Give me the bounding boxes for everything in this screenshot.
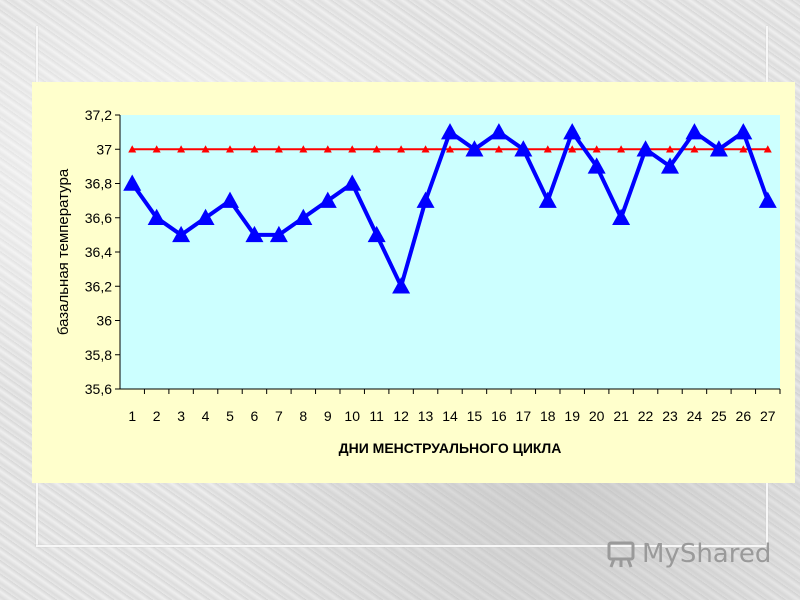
temperature-point <box>465 140 484 157</box>
reference-point <box>397 145 406 153</box>
x-tick-label: 13 <box>418 408 434 424</box>
temperature-point <box>636 140 655 157</box>
x-tick-label: 25 <box>711 408 727 424</box>
temperature-point <box>538 191 557 208</box>
y-tick-label: 36,4 <box>85 244 112 260</box>
x-tick-label: 4 <box>202 408 210 424</box>
x-tick-label: 27 <box>760 408 776 424</box>
temperature-point <box>563 123 582 140</box>
presentation-board-icon <box>607 541 635 568</box>
watermark: MyShared <box>606 536 771 572</box>
temperature-point <box>196 208 215 225</box>
x-tick-label: 26 <box>736 408 752 424</box>
temperature-point <box>318 191 337 208</box>
reference-point <box>323 145 332 153</box>
temperature-point <box>514 140 533 157</box>
x-tick-label: 23 <box>662 408 678 424</box>
temperature-point <box>147 208 166 225</box>
y-tick-label: 37 <box>96 141 112 157</box>
reference-point <box>690 145 699 153</box>
reference-point <box>250 145 259 153</box>
temperature-point <box>123 174 142 191</box>
temperature-point <box>245 225 264 243</box>
x-tick-label: 9 <box>324 408 332 424</box>
reference-point <box>421 145 430 153</box>
reference-point <box>177 145 186 153</box>
temperature-point <box>343 174 362 191</box>
reference-point <box>617 145 626 153</box>
y-axis-title: базальная температура <box>55 168 72 335</box>
x-axis-title: ДНИ МЕНСТРУАЛЬНОГО ЦИКЛА <box>339 440 562 456</box>
reference-point <box>201 145 210 153</box>
x-tick-label: 15 <box>467 408 483 424</box>
temperature-point <box>709 140 728 157</box>
temperature-point <box>392 277 411 294</box>
temperature-point <box>269 225 288 243</box>
reference-point <box>666 145 674 153</box>
temperature-point <box>172 225 191 243</box>
x-tick-label: 20 <box>589 408 605 424</box>
reference-point <box>152 145 161 153</box>
reference-point <box>226 145 234 153</box>
temperature-point <box>661 157 679 174</box>
temperature-point <box>489 123 508 140</box>
reference-point <box>348 145 357 153</box>
reference-point <box>543 145 552 153</box>
reference-point <box>446 145 454 153</box>
x-tick-label: 10 <box>344 408 360 424</box>
plot-area <box>120 115 780 389</box>
reference-point <box>592 145 601 153</box>
frame-line <box>36 545 768 547</box>
x-tick-label: 7 <box>275 408 283 424</box>
x-tick-label: 6 <box>251 408 259 424</box>
x-tick-label: 14 <box>442 408 458 424</box>
temperature-point <box>294 208 313 225</box>
watermark-text: MyShared <box>642 539 772 569</box>
y-tick-label: 36,8 <box>85 176 112 192</box>
x-tick-label: 17 <box>516 408 532 424</box>
temperature-point <box>587 157 606 174</box>
x-tick-label: 1 <box>128 408 136 424</box>
chart-panel: 35,6 35,8 36 36,2 36,4 36,6 36,8 37 37,2 1 2 3 4 5 6 7 8… <box>32 82 795 483</box>
reference-point <box>372 145 381 153</box>
x-tick-label: 16 <box>491 408 507 424</box>
y-tick-label: 35,6 <box>85 381 112 397</box>
temperature-point <box>441 123 459 140</box>
x-tick-label: 2 <box>153 408 161 424</box>
temperature-point <box>367 225 386 243</box>
temperature-point <box>685 123 704 140</box>
reference-point <box>568 145 577 153</box>
reference-point <box>299 145 308 153</box>
x-tick-label: 19 <box>564 408 580 424</box>
temperature-point <box>612 208 631 225</box>
temperature-point <box>758 191 777 208</box>
reference-point <box>763 145 772 153</box>
x-tick-label: 5 <box>226 408 234 424</box>
y-tick-label: 36,2 <box>85 278 112 294</box>
x-tick-label: 18 <box>540 408 556 424</box>
reference-point <box>274 145 283 153</box>
temperature-point <box>416 191 435 208</box>
y-tick-label: 36,6 <box>85 210 112 226</box>
x-tick-label: 8 <box>299 408 307 424</box>
reference-point <box>494 145 503 153</box>
reference-point <box>739 145 748 153</box>
x-tick-label: 21 <box>613 408 629 424</box>
temperature-point <box>221 191 239 208</box>
x-tick-label: 24 <box>687 408 703 424</box>
temperature-point <box>734 123 753 140</box>
x-tick-label: 12 <box>393 408 409 424</box>
y-tick-label: 35,8 <box>85 347 112 363</box>
x-tick-label: 3 <box>177 408 185 424</box>
x-tick-label: 22 <box>638 408 654 424</box>
reference-point <box>128 145 137 153</box>
y-tick-label: 36 <box>96 313 112 329</box>
y-tick-label: 37,2 <box>85 107 112 123</box>
x-tick-label: 11 <box>369 408 384 424</box>
